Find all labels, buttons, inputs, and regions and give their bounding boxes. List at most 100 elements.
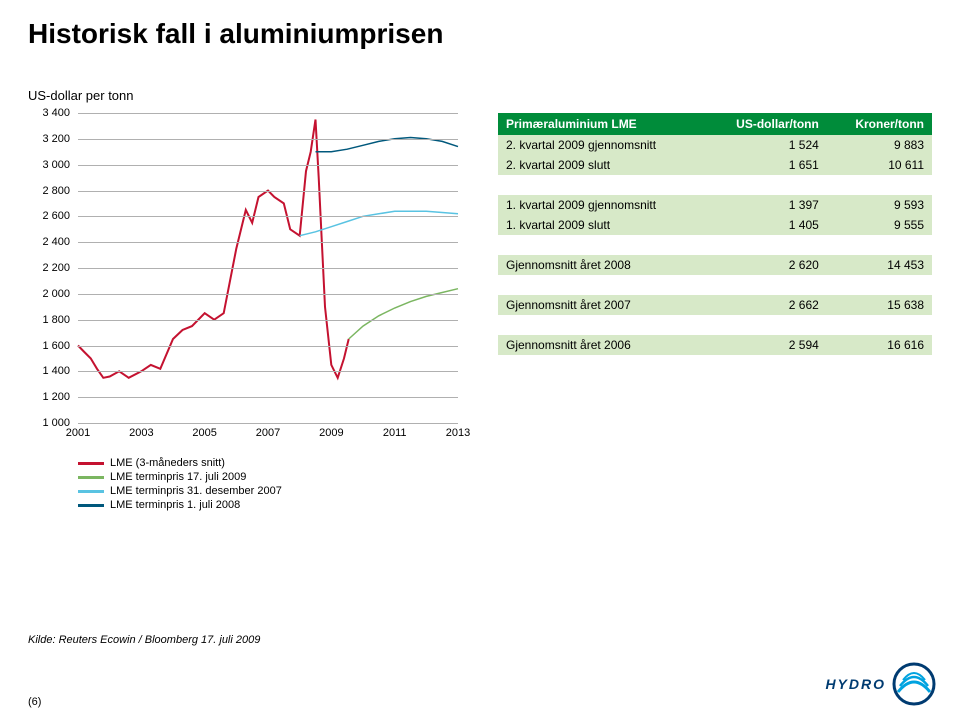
hydro-logo: HYDRO (825, 662, 936, 706)
gridline (78, 294, 458, 295)
table-row: 2. kvartal 2009 slutt1 65110 611 (498, 155, 932, 175)
table-cell-usd: 2 594 (704, 335, 827, 355)
page-number: (6) (28, 696, 41, 708)
x-tick-label: 2009 (319, 427, 343, 439)
table-row: 1. kvartal 2009 gjennomsnitt1 3979 593 (498, 195, 932, 215)
table-cell-label: Gjennomsnitt året 2007 (498, 295, 704, 315)
table-cell-label: Gjennomsnitt året 2008 (498, 255, 704, 275)
table-header-cell: Primæraluminium LME (498, 113, 704, 135)
y-tick-label: 1 600 (42, 340, 70, 352)
table-cell-usd: 2 620 (704, 255, 827, 275)
legend-item: LME terminpris 17. juli 2009 (78, 471, 458, 483)
table-cell-label: 2. kvartal 2009 gjennomsnitt (498, 135, 704, 155)
table-cell-usd: 1 651 (704, 155, 827, 175)
source-note: Kilde: Reuters Ecowin / Bloomberg 17. ju… (28, 634, 260, 646)
legend-swatch (78, 476, 104, 479)
legend-swatch (78, 490, 104, 493)
legend-label: LME terminpris 17. juli 2009 (110, 471, 246, 483)
table-cell-nok: 16 616 (827, 335, 932, 355)
hydro-logo-text: HYDRO (825, 676, 886, 692)
table-cell-usd: 1 397 (704, 195, 827, 215)
gridline (78, 371, 458, 372)
y-tick-label: 1 200 (42, 391, 70, 403)
y-tick-label: 1 800 (42, 314, 70, 326)
table-row: Gjennomsnitt året 20082 62014 453 (498, 255, 932, 275)
x-tick-label: 2003 (129, 427, 153, 439)
table-row: Gjennomsnitt året 20062 59416 616 (498, 335, 932, 355)
x-axis: 2001200320052007200920112013 (78, 425, 458, 443)
chart-subtitle: US-dollar per tonn (28, 88, 932, 103)
legend-swatch (78, 504, 104, 507)
legend-item: LME terminpris 1. juli 2008 (78, 499, 458, 511)
gridline (78, 268, 458, 269)
table-spacer-row (498, 175, 932, 195)
x-tick-label: 2007 (256, 427, 280, 439)
gridline (78, 346, 458, 347)
table-header-cell: US-dollar/tonn (704, 113, 827, 135)
table-spacer-row (498, 275, 932, 295)
series-line (78, 120, 349, 378)
x-tick-label: 2013 (446, 427, 470, 439)
table-row: 2. kvartal 2009 gjennomsnitt1 5249 883 (498, 135, 932, 155)
table-cell-nok: 9 883 (827, 135, 932, 155)
table-cell-nok: 10 611 (827, 155, 932, 175)
table-body: 2. kvartal 2009 gjennomsnitt1 5249 8832.… (498, 135, 932, 355)
y-tick-label: 2 400 (42, 236, 70, 248)
y-tick-label: 2 600 (42, 210, 70, 222)
slide: Historisk fall i aluminiumprisen US-doll… (0, 0, 960, 726)
y-tick-label: 2 200 (42, 262, 70, 274)
content-row: 1 0001 2001 4001 6001 8002 0002 2002 400… (28, 113, 932, 513)
legend-label: LME (3-måneders snitt) (110, 457, 225, 469)
plot-area (78, 113, 458, 423)
table-cell-nok: 14 453 (827, 255, 932, 275)
x-tick-label: 2001 (66, 427, 90, 439)
y-tick-label: 3 200 (42, 133, 70, 145)
table-header-row: Primæraluminium LMEUS-dollar/tonnKroner/… (498, 113, 932, 135)
table-spacer-row (498, 235, 932, 255)
gridline (78, 191, 458, 192)
line-chart: 1 0001 2001 4001 6001 8002 0002 2002 400… (28, 113, 458, 443)
table-row: 1. kvartal 2009 slutt1 4059 555 (498, 215, 932, 235)
gridline (78, 216, 458, 217)
legend-item: LME (3-måneders snitt) (78, 457, 458, 469)
y-axis: 1 0001 2001 4001 6001 8002 0002 2002 400… (28, 113, 74, 443)
legend-swatch (78, 462, 104, 465)
table-spacer-row (498, 315, 932, 335)
series-line (300, 211, 458, 236)
chart-wrap: 1 0001 2001 4001 6001 8002 0002 2002 400… (28, 113, 458, 513)
x-tick-label: 2011 (383, 427, 407, 439)
gridline (78, 113, 458, 114)
table-row: Gjennomsnitt året 20072 66215 638 (498, 295, 932, 315)
table-cell-usd: 2 662 (704, 295, 827, 315)
y-tick-label: 1 400 (42, 365, 70, 377)
gridline (78, 397, 458, 398)
price-table: Primæraluminium LMEUS-dollar/tonnKroner/… (498, 113, 932, 355)
gridline (78, 165, 458, 166)
table-cell-nok: 9 555 (827, 215, 932, 235)
legend-label: LME terminpris 31. desember 2007 (110, 485, 282, 497)
table-cell-label: 2. kvartal 2009 slutt (498, 155, 704, 175)
table-cell-label: 1. kvartal 2009 gjennomsnitt (498, 195, 704, 215)
gridline (78, 139, 458, 140)
table-cell-usd: 1 405 (704, 215, 827, 235)
table-cell-label: 1. kvartal 2009 slutt (498, 215, 704, 235)
chart-legend: LME (3-måneders snitt) LME terminpris 17.… (78, 457, 458, 511)
hydro-logo-icon (892, 662, 936, 706)
page-title: Historisk fall i aluminiumprisen (28, 18, 932, 50)
x-tick-label: 2005 (192, 427, 216, 439)
table-cell-label: Gjennomsnitt året 2006 (498, 335, 704, 355)
y-tick-label: 3 400 (42, 107, 70, 119)
y-tick-label: 3 000 (42, 159, 70, 171)
gridline (78, 320, 458, 321)
series-line (349, 289, 458, 339)
table-cell-nok: 9 593 (827, 195, 932, 215)
table-cell-nok: 15 638 (827, 295, 932, 315)
gridline (78, 423, 458, 424)
legend-label: LME terminpris 1. juli 2008 (110, 499, 240, 511)
table-header-cell: Kroner/tonn (827, 113, 932, 135)
legend-item: LME terminpris 31. desember 2007 (78, 485, 458, 497)
y-tick-label: 2 800 (42, 185, 70, 197)
gridline (78, 242, 458, 243)
y-tick-label: 2 000 (42, 288, 70, 300)
table-cell-usd: 1 524 (704, 135, 827, 155)
